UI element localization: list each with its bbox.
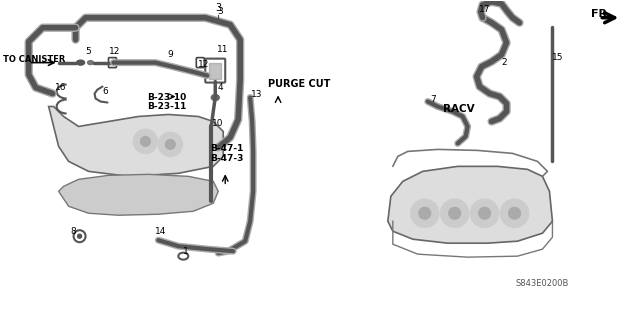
Circle shape xyxy=(419,207,431,219)
Ellipse shape xyxy=(88,61,93,65)
Text: 4: 4 xyxy=(218,83,223,92)
Text: S843E0200B: S843E0200B xyxy=(516,279,569,288)
Text: TO CANISTER: TO CANISTER xyxy=(3,55,65,64)
Circle shape xyxy=(140,137,150,146)
Circle shape xyxy=(449,207,461,219)
Text: 12: 12 xyxy=(198,60,209,69)
Circle shape xyxy=(165,139,175,149)
Text: 3: 3 xyxy=(218,7,223,16)
Polygon shape xyxy=(388,167,552,243)
Circle shape xyxy=(470,199,499,227)
Text: B-23-10: B-23-10 xyxy=(147,93,187,101)
Text: RACV: RACV xyxy=(443,105,474,115)
Text: B-47-3: B-47-3 xyxy=(211,154,244,163)
Circle shape xyxy=(134,130,157,153)
Circle shape xyxy=(479,207,491,219)
Polygon shape xyxy=(49,107,223,176)
Bar xyxy=(209,63,221,78)
Text: B-47-1: B-47-1 xyxy=(211,145,244,153)
Text: 6: 6 xyxy=(102,87,108,96)
Text: 14: 14 xyxy=(155,227,166,236)
Text: 1: 1 xyxy=(184,247,189,256)
Text: 15: 15 xyxy=(552,53,563,62)
Text: B-23-11: B-23-11 xyxy=(147,101,187,110)
Text: 17: 17 xyxy=(479,5,490,14)
Text: 13: 13 xyxy=(252,90,263,99)
Polygon shape xyxy=(59,174,218,215)
Ellipse shape xyxy=(77,60,84,65)
Text: 10: 10 xyxy=(211,119,223,128)
Ellipse shape xyxy=(211,94,220,100)
Text: 5: 5 xyxy=(86,47,92,56)
Text: 9: 9 xyxy=(168,50,173,59)
Circle shape xyxy=(509,207,520,219)
Circle shape xyxy=(441,199,468,227)
Text: 3: 3 xyxy=(215,3,221,13)
Text: FR.: FR. xyxy=(591,9,612,19)
Text: 2: 2 xyxy=(502,58,508,67)
Circle shape xyxy=(411,199,438,227)
Text: PURGE CUT: PURGE CUT xyxy=(268,78,330,89)
Circle shape xyxy=(158,132,182,156)
Circle shape xyxy=(77,234,81,238)
Text: 8: 8 xyxy=(70,227,76,236)
Text: 11: 11 xyxy=(216,45,228,54)
Text: 16: 16 xyxy=(55,83,67,92)
Text: 12: 12 xyxy=(109,47,120,56)
Circle shape xyxy=(500,199,529,227)
Text: 7: 7 xyxy=(430,95,436,104)
